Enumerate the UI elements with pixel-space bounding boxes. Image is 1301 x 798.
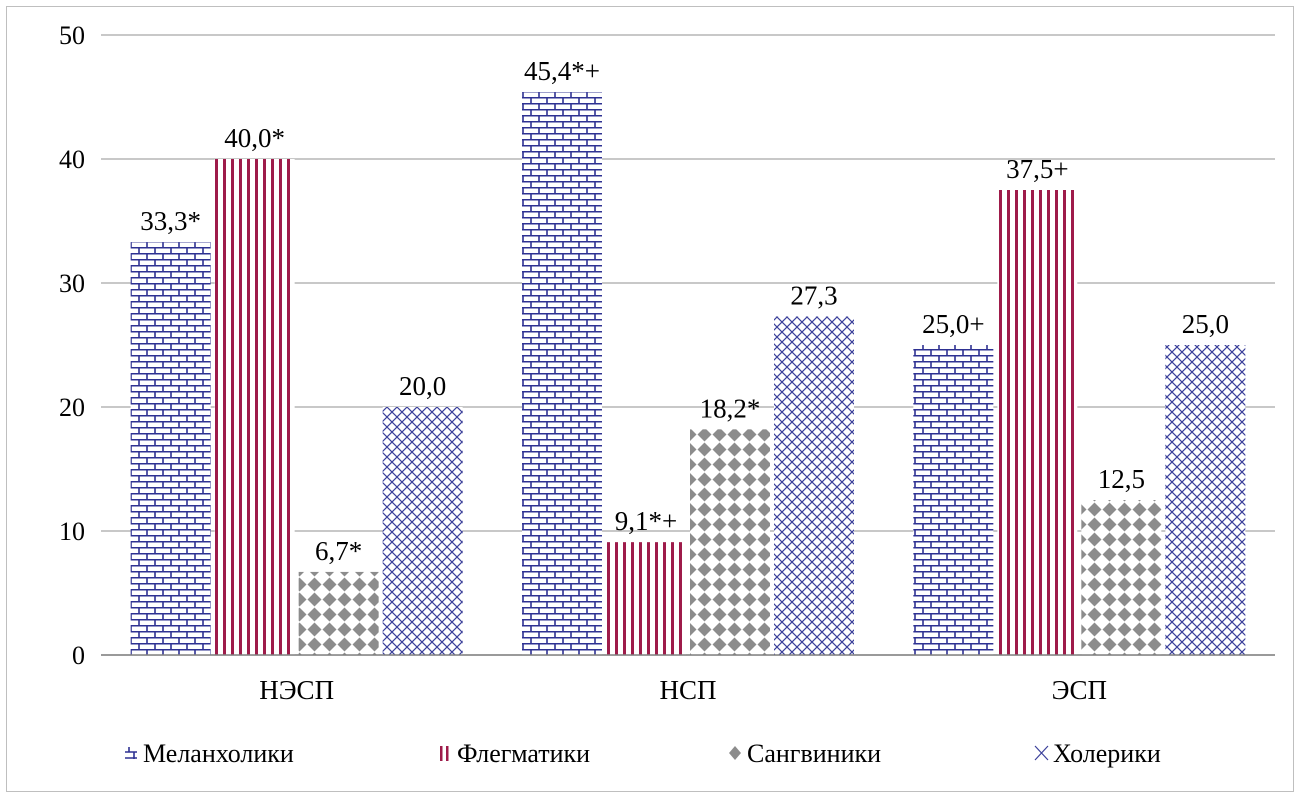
data-label: 37,5+ xyxy=(1006,154,1068,184)
data-label: 33,3* xyxy=(140,206,201,236)
bar xyxy=(298,571,379,655)
bar xyxy=(214,159,295,655)
bar xyxy=(130,242,211,655)
data-label: 27,3 xyxy=(790,280,837,310)
legend-item: Сангвиники xyxy=(729,739,881,768)
x-category-label: ЭСП xyxy=(1052,675,1107,705)
y-tick-label: 0 xyxy=(72,641,85,670)
bar xyxy=(774,316,854,655)
legend-label: Сангвиники xyxy=(747,739,881,768)
y-tick-label: 30 xyxy=(59,269,85,298)
y-axis-ticks: 0 10 20 30 40 50 xyxy=(59,21,85,670)
legend-item: Флегматики xyxy=(440,739,590,768)
legend-label: Флегматики xyxy=(457,739,590,768)
legend-item: Меланхолики xyxy=(125,739,294,768)
legend-swatch-icon xyxy=(1034,745,1049,761)
chart-frame: 0 10 20 30 40 50 33,3* 40,0* 6,7* 20,0 45,4*+ 9,1*… xyxy=(6,6,1294,792)
y-tick-label: 50 xyxy=(59,21,85,50)
bar xyxy=(1165,345,1246,655)
y-tick-label: 10 xyxy=(59,517,85,546)
data-label: 25,0+ xyxy=(922,309,984,339)
bar xyxy=(913,345,994,655)
data-label: 6,7* xyxy=(315,536,362,566)
legend-label: Холерики xyxy=(1053,739,1161,768)
legend-swatch-icon xyxy=(729,746,741,760)
legend-swatch-icon xyxy=(440,746,449,761)
x-category-label: НЭСП xyxy=(259,675,334,705)
x-category-label: НСП xyxy=(659,675,716,705)
data-label: 40,0* xyxy=(224,123,285,153)
bar xyxy=(690,429,770,655)
data-label: 12,5 xyxy=(1098,464,1145,494)
bar xyxy=(1081,500,1162,655)
data-label: 18,2* xyxy=(700,393,761,423)
data-label: 25,0 xyxy=(1182,309,1229,339)
bar xyxy=(606,542,686,655)
data-label: 45,4*+ xyxy=(524,56,600,86)
y-tick-label: 40 xyxy=(59,145,85,174)
data-label: 20,0 xyxy=(399,371,446,401)
category-labels: НЭСП НСП ЭСП xyxy=(259,675,1107,705)
legend-label: Меланхолики xyxy=(143,739,294,768)
legend-item: Холерики xyxy=(1034,739,1161,768)
bar xyxy=(997,190,1078,655)
y-tick-label: 20 xyxy=(59,393,85,422)
data-label: 9,1*+ xyxy=(615,506,677,536)
bar-chart: 0 10 20 30 40 50 33,3* 40,0* 6,7* 20,0 45,4*+ 9,1*… xyxy=(59,21,1275,768)
bar xyxy=(382,407,463,655)
legend-swatch-icon xyxy=(125,747,137,759)
bars xyxy=(130,92,1246,656)
data-labels: 33,3* 40,0* 6,7* 20,0 45,4*+ 9,1*+ 18,2* 27,3 25… xyxy=(140,56,1229,566)
legend: Меланхолики Флегматики Сангвиники Холерики xyxy=(125,739,1161,768)
bar xyxy=(522,92,602,656)
